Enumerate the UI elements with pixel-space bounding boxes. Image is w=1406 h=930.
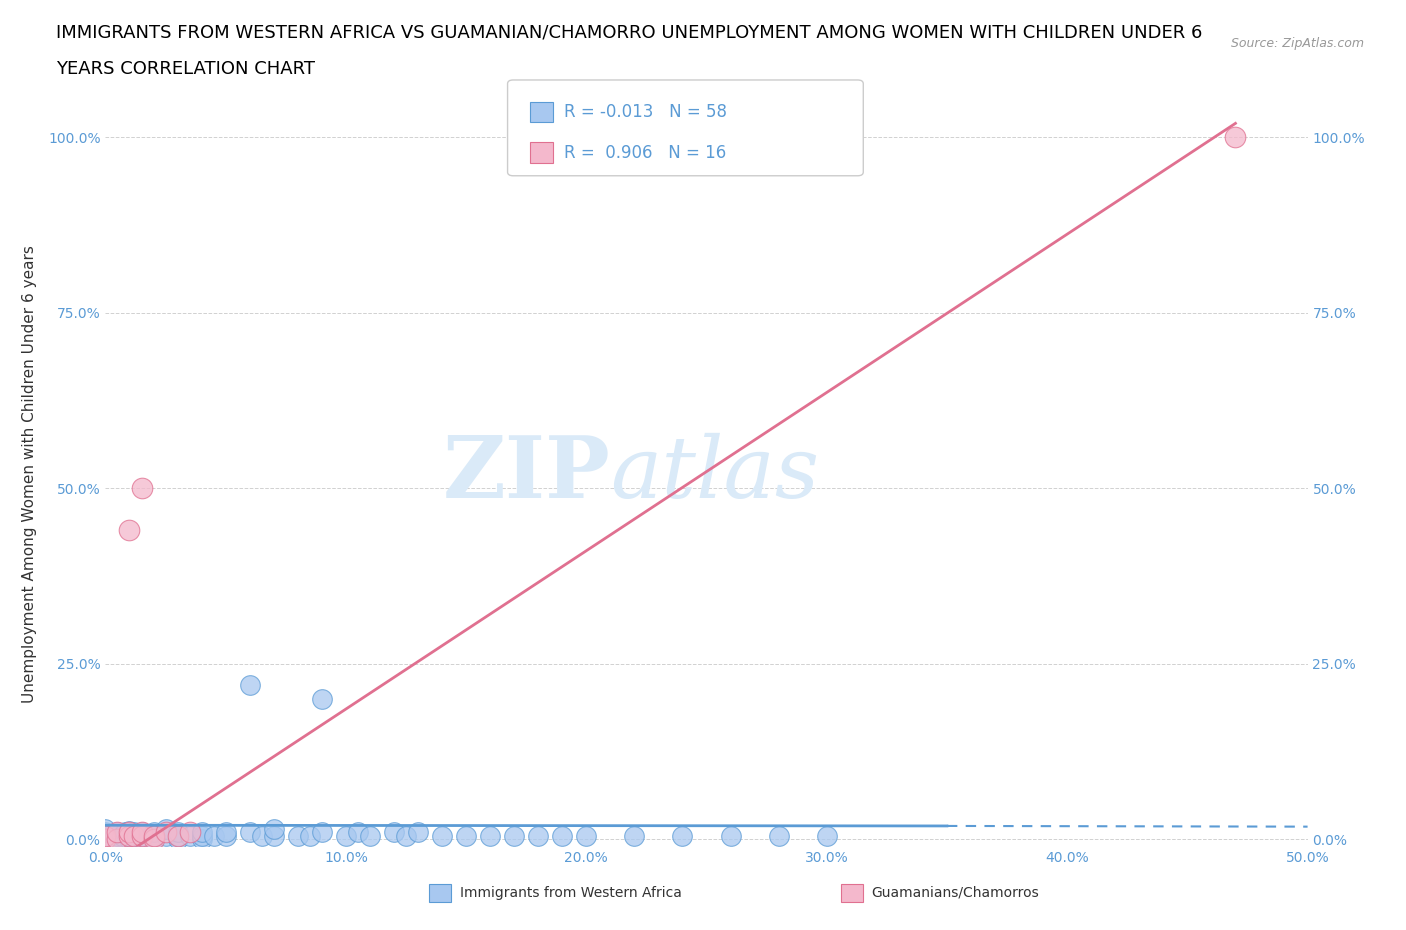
Point	[347, 825, 370, 840]
Point	[454, 829, 477, 844]
Point	[124, 829, 146, 844]
Point	[118, 523, 141, 538]
Point	[250, 829, 273, 844]
Point	[239, 825, 262, 840]
Point	[131, 831, 153, 846]
Point	[239, 677, 262, 692]
Text: Immigrants from Western Africa: Immigrants from Western Africa	[460, 885, 682, 900]
Point	[720, 829, 742, 844]
Point	[94, 831, 117, 846]
Point	[155, 825, 177, 840]
Point	[311, 825, 333, 840]
Point	[124, 829, 146, 844]
Text: R = -0.013   N = 58: R = -0.013 N = 58	[564, 103, 727, 121]
Point	[118, 829, 141, 844]
Point	[107, 825, 129, 840]
Point	[118, 825, 141, 840]
Point	[155, 821, 177, 836]
Point	[142, 829, 165, 844]
Point	[131, 481, 153, 496]
Point	[166, 831, 188, 846]
Text: atlas: atlas	[610, 433, 820, 515]
Text: IMMIGRANTS FROM WESTERN AFRICA VS GUAMANIAN/CHAMORRO UNEMPLOYMENT AMONG WOMEN WI: IMMIGRANTS FROM WESTERN AFRICA VS GUAMAN…	[56, 23, 1202, 41]
Point	[94, 829, 117, 844]
Point	[527, 829, 550, 844]
Point	[575, 829, 598, 844]
Point	[395, 829, 418, 844]
Text: R =  0.906   N = 16: R = 0.906 N = 16	[564, 143, 725, 162]
Point	[623, 829, 645, 844]
Point	[202, 829, 225, 844]
Point	[382, 825, 405, 840]
Point	[142, 831, 165, 846]
Point	[503, 829, 526, 844]
Point	[359, 829, 381, 844]
Point	[118, 829, 141, 844]
Point	[190, 825, 212, 840]
Text: Source: ZipAtlas.com: Source: ZipAtlas.com	[1230, 37, 1364, 50]
Point	[263, 829, 285, 844]
Text: ZIP: ZIP	[443, 432, 610, 516]
Point	[179, 829, 201, 844]
Point	[479, 829, 502, 844]
Point	[190, 829, 212, 844]
Point	[124, 825, 146, 840]
Point	[179, 825, 201, 840]
Point	[214, 825, 236, 840]
Y-axis label: Unemployment Among Women with Children Under 6 years: Unemployment Among Women with Children U…	[22, 246, 37, 703]
Point	[131, 829, 153, 844]
Point	[1225, 130, 1247, 145]
Point	[298, 829, 321, 844]
Point	[94, 831, 117, 846]
Point	[190, 831, 212, 846]
Point	[107, 829, 129, 844]
Point	[142, 825, 165, 840]
Text: Guamanians/Chamorros: Guamanians/Chamorros	[872, 885, 1039, 900]
Point	[114, 825, 136, 840]
Point	[166, 825, 188, 840]
Point	[94, 829, 117, 844]
Point	[111, 829, 134, 844]
Point	[671, 829, 693, 844]
Point	[155, 829, 177, 844]
Point	[118, 823, 141, 838]
Point	[142, 829, 165, 844]
Point	[94, 831, 117, 846]
Point	[263, 821, 285, 836]
Point	[166, 829, 188, 844]
Text: YEARS CORRELATION CHART: YEARS CORRELATION CHART	[56, 60, 315, 78]
Point	[94, 825, 117, 840]
Point	[214, 829, 236, 844]
Point	[768, 829, 790, 844]
Point	[311, 692, 333, 707]
Point	[94, 821, 117, 836]
Point	[551, 829, 574, 844]
Point	[406, 825, 429, 840]
Point	[335, 829, 357, 844]
Point	[287, 829, 309, 844]
Point	[430, 829, 453, 844]
Point	[107, 831, 129, 846]
Point	[815, 829, 838, 844]
Point	[166, 829, 188, 844]
Point	[131, 825, 153, 840]
Point	[142, 831, 165, 846]
Point	[131, 829, 153, 844]
Point	[118, 831, 141, 846]
Point	[107, 825, 129, 840]
Point	[131, 825, 153, 840]
Point	[107, 831, 129, 846]
